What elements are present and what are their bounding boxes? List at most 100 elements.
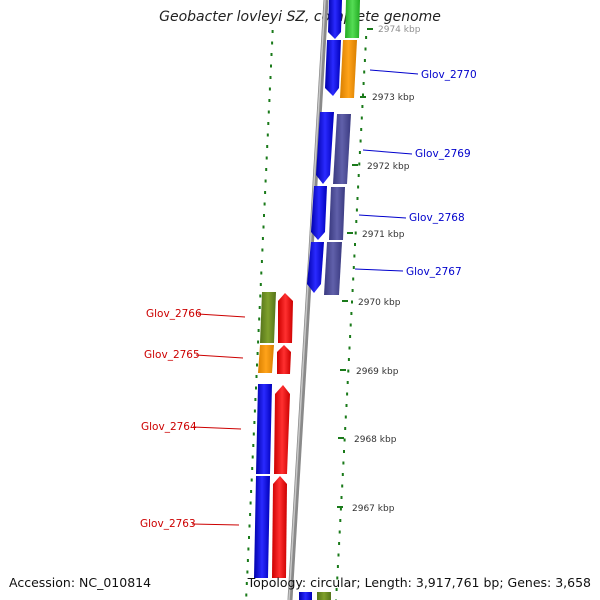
gc-skew-mark <box>267 110 270 114</box>
scale-label: 2968 kbp <box>354 435 397 445</box>
gc-skew-mark <box>357 174 360 177</box>
gc-skew-mark <box>249 501 252 505</box>
cds-feature[interactable] <box>307 242 324 293</box>
gc-skew-mark <box>340 496 343 499</box>
cds-feature[interactable] <box>256 384 272 474</box>
gene-label[interactable]: Glov_2766 <box>146 308 202 320</box>
gene-label-leader <box>362 149 413 155</box>
gc-skew-mark <box>266 133 269 137</box>
gc-skew-mark <box>253 421 256 424</box>
gc-skew-mark <box>343 438 346 442</box>
cds-feature[interactable] <box>277 345 291 374</box>
gene-label[interactable]: Glov_2767 <box>406 266 462 278</box>
gc-skew-mark <box>336 576 339 580</box>
gc-skew-mark <box>246 559 249 562</box>
gc-skew-mark <box>353 254 356 258</box>
scale-label: 2969 kbp <box>356 367 399 377</box>
gc-skew-mark <box>349 323 352 327</box>
scale-label: 2967 kbp <box>352 504 395 514</box>
gene-label-leader <box>369 69 419 75</box>
gene-label[interactable]: Glov_2765 <box>144 349 200 361</box>
gene-label[interactable]: Glov_2768 <box>409 212 465 224</box>
gc-skew-mark <box>354 243 356 246</box>
gc-skew-mark <box>344 427 347 430</box>
gc-skew-mark <box>362 82 365 85</box>
gene-label-leader <box>354 268 404 272</box>
gc-skew-mark <box>360 116 363 120</box>
cds-feature[interactable] <box>272 476 287 578</box>
gc-skew-mark <box>363 59 366 62</box>
gc-skew-mark <box>348 346 351 350</box>
gc-skew-mark <box>352 266 355 269</box>
scale-label: 2974 kbp <box>378 25 421 35</box>
forward-strand-features <box>299 0 360 600</box>
gc-skew-mark <box>363 70 366 74</box>
gc-skew-mark <box>270 53 273 56</box>
gc-skew-mark <box>354 231 357 235</box>
gc-skew-mark <box>260 260 263 263</box>
genome-title: Geobacter lovleyi SZ, complete genome <box>159 9 441 25</box>
gc-skew-mark <box>257 329 260 332</box>
cog-feature[interactable] <box>340 40 357 98</box>
gc-skew-mark <box>346 381 349 384</box>
gc-skew-mark <box>335 588 338 591</box>
scale-label: 2971 kbp <box>362 230 405 240</box>
gene-label-leader <box>191 523 240 526</box>
gc-skew-mark <box>249 513 252 516</box>
gene-label[interactable]: Glov_2769 <box>415 148 471 160</box>
gc-skew-mark <box>357 185 360 189</box>
gc-skew-mark <box>255 375 258 378</box>
cog-feature[interactable] <box>329 187 345 240</box>
gc-skew-mark <box>268 99 271 102</box>
genome-summary: Topology: circular; Length: 3,917,761 bp… <box>247 575 591 590</box>
gc-skew-mark <box>338 530 341 534</box>
gc-skew-mark <box>355 220 358 223</box>
gc-skew-mark <box>264 191 267 194</box>
gc-skew-mark <box>248 536 250 539</box>
gc-skew-mark <box>257 340 260 344</box>
gc-skew-mark <box>347 358 350 361</box>
cds-feature[interactable] <box>345 0 360 38</box>
cds-feature[interactable] <box>278 293 293 343</box>
gc-skew-mark <box>268 87 271 91</box>
gc-skew-mark <box>259 283 262 286</box>
gc-skew-mark <box>361 105 364 108</box>
gc-skew-mark <box>351 300 353 304</box>
gene-label[interactable]: Glov_2770 <box>421 69 477 81</box>
cog-feature[interactable] <box>258 345 274 373</box>
cds-feature[interactable] <box>254 476 270 578</box>
gc-skew-mark <box>259 294 262 298</box>
gc-skew-mark <box>253 409 256 413</box>
gc-skew-mark <box>267 122 270 125</box>
gc-skew-mark <box>263 202 266 206</box>
gc-skew-mark <box>349 335 352 338</box>
cds-feature[interactable] <box>325 40 341 96</box>
cog-feature[interactable] <box>317 592 331 600</box>
gene-label-leader <box>197 313 246 318</box>
gene-label[interactable]: Glov_2764 <box>141 421 197 433</box>
cog-feature[interactable] <box>324 242 342 295</box>
gc-skew-mark <box>365 36 368 39</box>
gc-skew-mark <box>342 461 345 465</box>
cds-feature[interactable] <box>274 385 290 474</box>
gc-skew-mark <box>339 507 342 511</box>
gene-label[interactable]: Glov_2763 <box>140 518 196 530</box>
forward-gene-labels: Glov_2770 Glov_2769 Glov_2768 Glov_2767 <box>354 69 477 278</box>
cds-feature[interactable] <box>316 112 334 184</box>
gc-skew-mark <box>262 225 265 229</box>
cog-feature[interactable] <box>333 114 351 184</box>
gc-skew-mark <box>261 237 264 240</box>
gc-skew-mark <box>265 156 268 160</box>
gc-skew-mark <box>265 168 268 171</box>
gc-skew-mark <box>360 128 363 131</box>
gene-label-leader <box>358 214 407 219</box>
cds-feature[interactable] <box>328 0 342 39</box>
gc-skew-mark <box>341 484 344 488</box>
gc-skew-mark <box>254 398 257 401</box>
gc-skew-mark <box>336 565 339 568</box>
cog-feature[interactable] <box>260 292 276 343</box>
cds-feature[interactable] <box>311 186 327 240</box>
cds-feature[interactable] <box>299 592 312 600</box>
